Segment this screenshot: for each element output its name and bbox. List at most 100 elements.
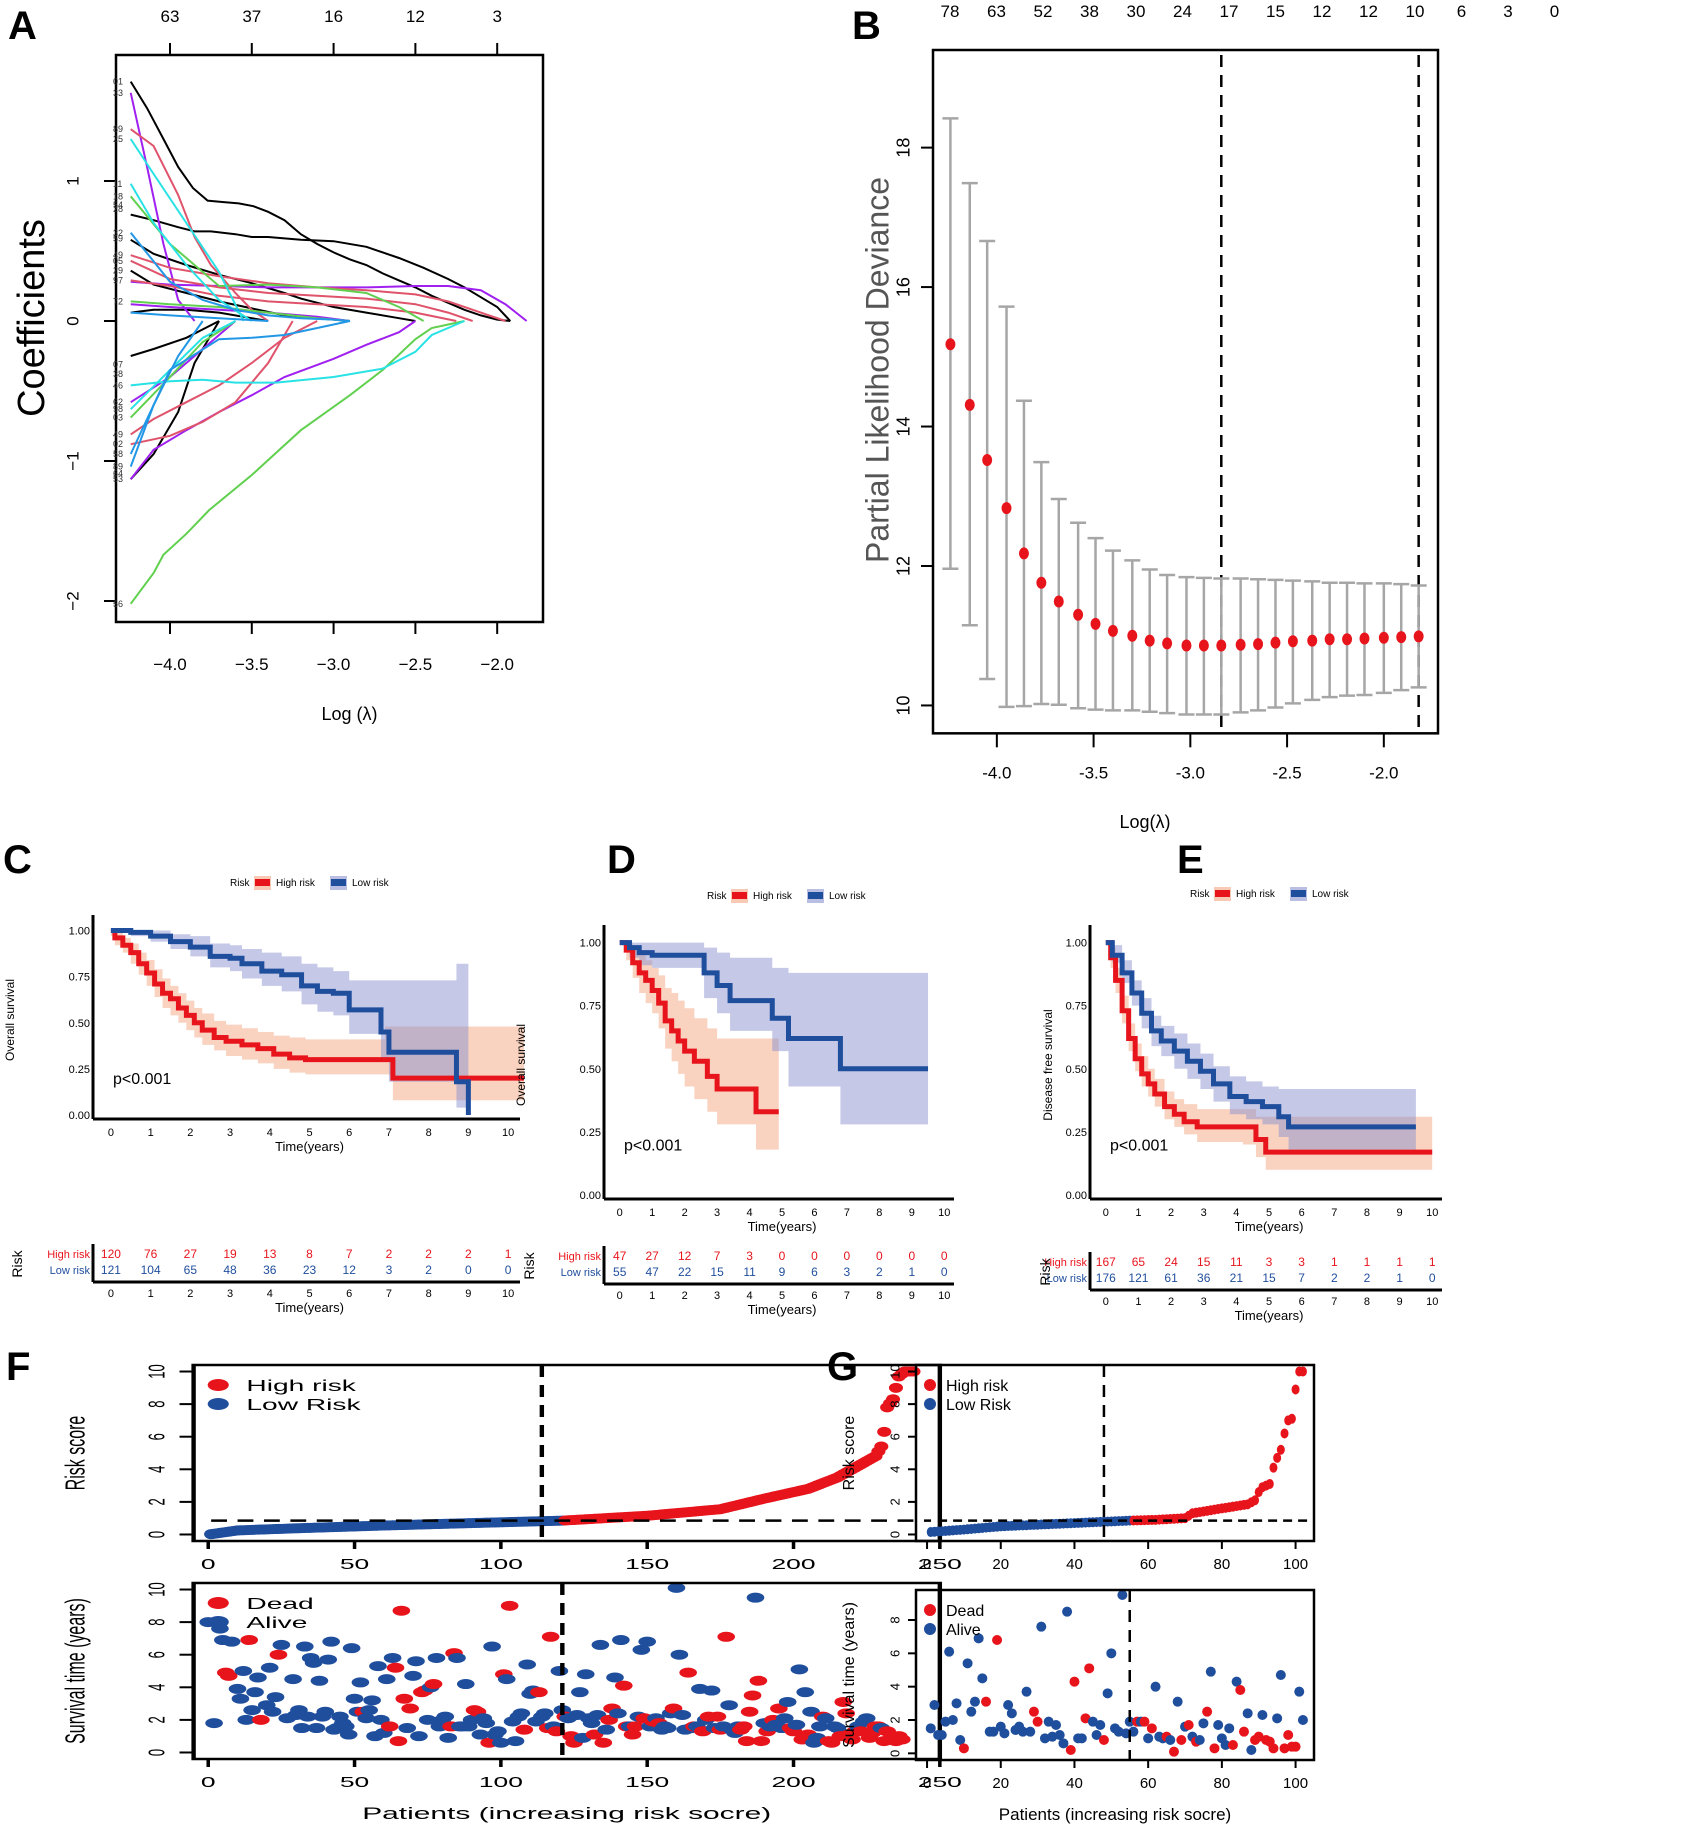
risk-table-cell: 48 xyxy=(223,1263,237,1277)
coefficient-label: 58 xyxy=(113,449,123,459)
y-tick-label: 6 xyxy=(887,1433,902,1440)
alive-point xyxy=(576,1669,595,1680)
x-tick-label: 5 xyxy=(779,1207,785,1219)
dead-point xyxy=(594,1737,613,1748)
x-tick-label: -2.5 xyxy=(1272,763,1301,782)
coefficient-path xyxy=(129,320,204,467)
legend-red-label: High risk xyxy=(946,1378,1009,1395)
x-tick-label: 250 xyxy=(918,1774,962,1791)
alive-point xyxy=(272,1639,291,1650)
dead-point xyxy=(958,1743,969,1754)
y-tick-label: 4 xyxy=(144,1466,170,1473)
deviance-point xyxy=(1073,608,1084,621)
alive-point xyxy=(228,1683,247,1694)
alive-point xyxy=(222,1636,241,1647)
table-x-tick-label: 1 xyxy=(148,1288,154,1300)
risk-table-cell: 8 xyxy=(306,1247,313,1261)
risk-table-row-label: Low risk xyxy=(1047,1273,1088,1285)
legend-high-label: High risk xyxy=(276,878,316,889)
dead-point xyxy=(992,1635,1003,1645)
alive-point xyxy=(1054,1730,1065,1740)
x-tick-label: 10 xyxy=(502,1127,514,1139)
dead-point xyxy=(1176,1735,1187,1745)
deviance-point xyxy=(1287,635,1298,648)
alive-point xyxy=(1003,1700,1014,1710)
deviance-point xyxy=(1001,502,1012,515)
x-tick-label: 10 xyxy=(1426,1207,1438,1219)
coefficient-label: 18 xyxy=(113,191,123,201)
coefficient-label: 38 xyxy=(113,369,123,379)
table-x-axis-title: Time(years) xyxy=(748,1302,817,1317)
dead-point xyxy=(401,1703,419,1714)
risk-table-cell: 15 xyxy=(1262,1271,1276,1285)
alive-point xyxy=(456,1679,475,1690)
x-tick-label: 0 xyxy=(201,1774,216,1791)
legend-low-swatch xyxy=(1291,890,1306,897)
alive-point xyxy=(999,1728,1010,1739)
table-x-tick-label: 0 xyxy=(1103,1296,1109,1308)
legend-high-label: High risk xyxy=(1236,889,1276,900)
deviance-point xyxy=(1198,639,1209,652)
high-risk-point xyxy=(1276,1444,1285,1455)
alive-point xyxy=(322,1636,340,1647)
alive-point xyxy=(1036,1621,1047,1632)
top-tick-label: 12 xyxy=(406,7,425,26)
coefficient-path xyxy=(130,320,220,357)
high-risk-point xyxy=(877,1426,892,1437)
x-axis-title: Patients (increasing risk socre) xyxy=(999,1805,1231,1824)
coefficient-path xyxy=(130,128,269,322)
x-tick-label: 0 xyxy=(923,1556,931,1573)
alive-point xyxy=(298,1711,317,1722)
alive-point xyxy=(1294,1686,1305,1697)
y-tick-label: 6 xyxy=(887,1650,902,1657)
legend-red-label: Dead xyxy=(946,1603,984,1620)
x-tick-label: 60 xyxy=(1140,1775,1157,1792)
dead-point xyxy=(1032,1716,1043,1727)
survival-curve xyxy=(110,928,471,1115)
risk-table-row-label: High risk xyxy=(558,1251,601,1263)
coefficient-path xyxy=(129,320,416,480)
alive-point xyxy=(778,1696,797,1707)
x-tick-label: 3 xyxy=(1201,1207,1207,1219)
deviance-point xyxy=(1107,624,1118,637)
y-tick-label: 0 xyxy=(887,1531,902,1538)
x-tick-label: 20 xyxy=(992,1556,1009,1573)
top-count-label: 24 xyxy=(1173,2,1192,21)
y-tick-label: 0.25 xyxy=(580,1127,601,1139)
alive-point xyxy=(310,1675,329,1686)
y-axis-title: Overall survival xyxy=(514,1024,528,1106)
alive-point xyxy=(1213,1720,1224,1730)
x-tick-label: −3.5 xyxy=(235,655,269,674)
legend-blue-marker xyxy=(207,1616,229,1628)
y-tick-label: 0 xyxy=(63,316,82,325)
legend-high-label: High risk xyxy=(753,891,793,902)
dead-point xyxy=(515,1724,534,1735)
x-tick-label: 9 xyxy=(909,1207,915,1219)
risk-table-cell: 1 xyxy=(505,1247,512,1261)
dead-point xyxy=(614,1680,633,1691)
risk-table-cell: 0 xyxy=(779,1249,786,1263)
panel-label-f: F xyxy=(6,1345,31,1389)
x-tick-label: 200 xyxy=(771,1556,815,1573)
risk-table-cell: 7 xyxy=(714,1249,721,1263)
dead-point xyxy=(392,1605,411,1616)
x-tick-label: -4.0 xyxy=(982,763,1011,782)
alive-point xyxy=(1246,1745,1257,1755)
x-tick-label: -3.0 xyxy=(1176,763,1205,782)
alive-point xyxy=(243,1705,261,1716)
y-tick-label: 8 xyxy=(144,1400,170,1407)
alive-point xyxy=(962,1658,973,1669)
alive-point xyxy=(936,1730,947,1740)
alive-point xyxy=(790,1664,809,1675)
y-tick-label: 8 xyxy=(887,1616,902,1623)
x-tick-label: 80 xyxy=(1214,1556,1231,1573)
p-value-label: p<0.001 xyxy=(113,1071,171,1088)
dead-point xyxy=(834,1696,853,1707)
alive-point xyxy=(296,1641,314,1652)
risk-table-cell: 7 xyxy=(1298,1271,1305,1285)
risk-table-cell: 0 xyxy=(811,1249,818,1263)
coefficient-label: 98 xyxy=(113,404,123,414)
alive-point xyxy=(667,1582,686,1593)
risk-table-cell: 15 xyxy=(1197,1255,1211,1269)
risk-table-cell: 55 xyxy=(613,1265,627,1279)
